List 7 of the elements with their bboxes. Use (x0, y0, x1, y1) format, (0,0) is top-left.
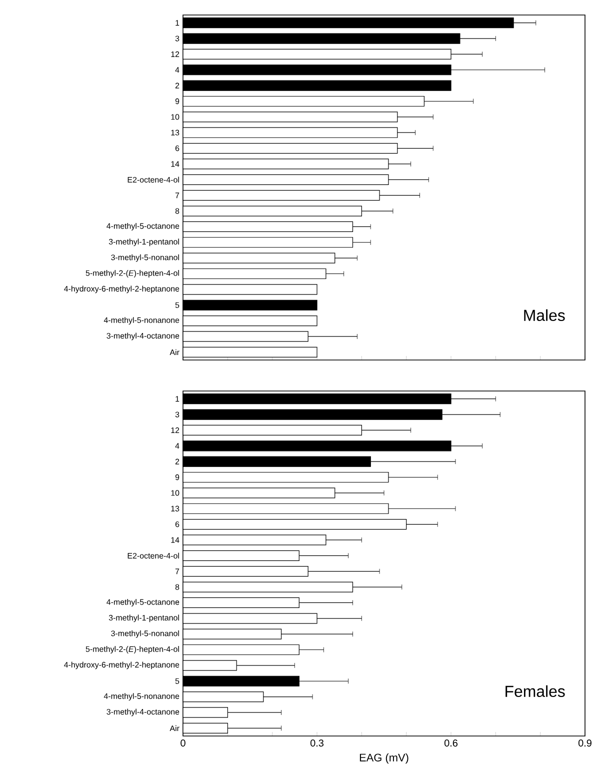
x-tick-label: 0.9 (578, 740, 592, 747)
x-tick-label: 0.6 (444, 740, 458, 747)
x-axis-title: EAG (mV) (360, 753, 408, 764)
x-tick-label: 0.3 (310, 740, 324, 747)
annotation: Females (506, 685, 565, 698)
x-tick-label: 0 (180, 740, 186, 747)
annotation: Males (524, 309, 565, 321)
